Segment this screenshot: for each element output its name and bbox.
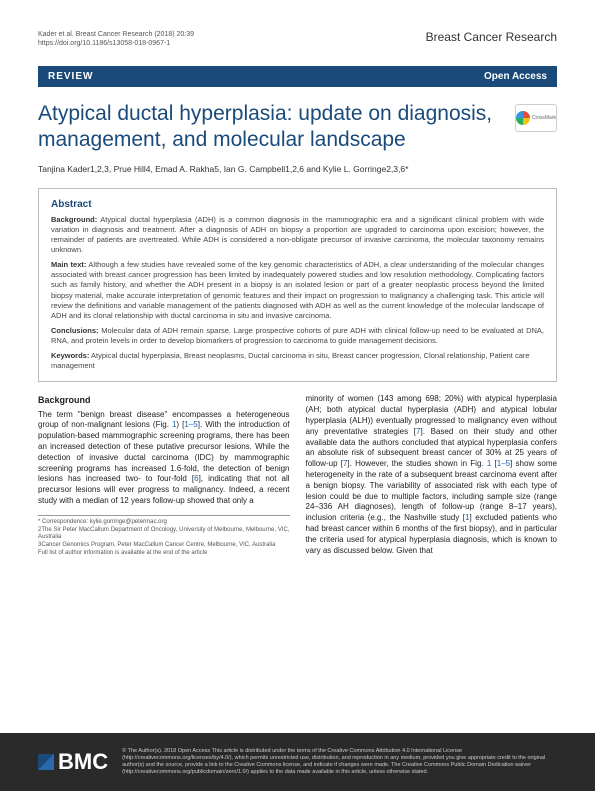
article-type-label: REVIEW: [48, 71, 93, 82]
doi: https://doi.org/10.1186/s13058-018-0967-…: [38, 39, 194, 48]
crossmark-label: CrossMark: [532, 115, 556, 121]
abstract-main: Main text: Although a few studies have r…: [51, 260, 544, 321]
correspondence-affil-3: 3Cancer Genomics Program, Peter MacCallu…: [38, 542, 290, 550]
correspondence-email: * Correspondence: kylie.gorringe@peterma…: [38, 519, 290, 527]
bmc-logo-icon: [38, 754, 54, 770]
abstract-keywords-text: Atypical ductal hyperplasia, Breast neop…: [51, 351, 530, 370]
refs-1-5b-link[interactable]: 1–5: [497, 459, 510, 468]
header-meta: Kader et al. Breast Cancer Research (201…: [38, 30, 557, 48]
abstract-background-text: Atypical ductal hyperplasia (ADH) is a c…: [51, 215, 544, 254]
open-access-label: Open Access: [484, 71, 547, 82]
column-left: Background The term "benign breast disea…: [38, 394, 290, 557]
body-paragraph-1: The term "benign breast disease" encompa…: [38, 410, 290, 507]
body-paragraph-2: minority of women (143 among 698; 20%) w…: [306, 394, 558, 556]
crossmark-badge[interactable]: CrossMark: [515, 104, 557, 132]
correspondence-affil-2: 2The Sir Peter MacCallum Department of O…: [38, 527, 290, 543]
abstract-keywords-label: Keywords:: [51, 351, 89, 360]
review-bar: REVIEW Open Access: [38, 66, 557, 87]
abstract-background-label: Background:: [51, 215, 97, 224]
abstract-conclusions-label: Conclusions:: [51, 326, 99, 335]
abstract-conclusions-text: Molecular data of ADH remain sparse. Lar…: [51, 326, 544, 345]
abstract-keywords: Keywords: Atypical ductal hyperplasia, B…: [51, 351, 544, 371]
bmc-logo: BMC: [38, 749, 108, 775]
abstract-background: Background: Atypical ductal hyperplasia …: [51, 215, 544, 256]
authors-list: Tanjina Kader1,2,3, Prue Hill4, Emad A. …: [38, 164, 557, 174]
abstract-heading: Abstract: [51, 199, 544, 210]
correspondence-block: * Correspondence: kylie.gorringe@peterma…: [38, 515, 290, 558]
article-title: Atypical ductal hyperplasia: update on d…: [38, 101, 505, 154]
body-columns: Background The term "benign breast disea…: [38, 394, 557, 557]
crossmark-icon: [516, 111, 530, 125]
abstract-main-label: Main text:: [51, 260, 86, 269]
journal-name: Breast Cancer Research: [426, 30, 557, 44]
bmc-logo-text: BMC: [58, 749, 108, 775]
footer-license-text: © The Author(s). 2018 Open Access This a…: [122, 748, 557, 777]
citation: Kader et al. Breast Cancer Research (201…: [38, 30, 194, 39]
abstract-box: Abstract Background: Atypical ductal hyp…: [38, 188, 557, 383]
column-right: minority of women (143 among 698; 20%) w…: [306, 394, 558, 557]
abstract-main-text: Although a few studies have revealed som…: [51, 260, 544, 320]
background-heading: Background: [38, 394, 290, 406]
page-footer: BMC © The Author(s). 2018 Open Access Th…: [0, 733, 595, 791]
abstract-conclusions: Conclusions: Molecular data of ADH remai…: [51, 326, 544, 346]
correspondence-full-list: Full list of author information is avail…: [38, 550, 290, 558]
refs-1-5-link[interactable]: 1–5: [184, 420, 197, 429]
